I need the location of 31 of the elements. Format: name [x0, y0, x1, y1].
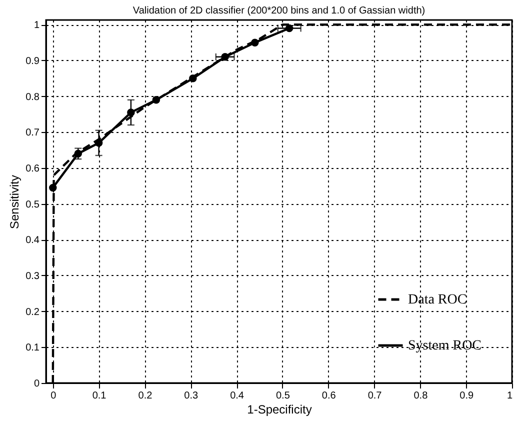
y-tick-label: 0.1 [26, 342, 40, 354]
y-tick-label: 0.8 [26, 92, 40, 103]
point [189, 74, 197, 82]
y-tick-label: 0.6 [26, 163, 40, 174]
y-tick-label: 1 [34, 20, 40, 32]
point [49, 184, 57, 192]
x-tick-label: 0.1 [92, 390, 107, 402]
y-tick-label: 0.3 [26, 271, 40, 282]
point [251, 38, 259, 46]
legend-label: System ROC [408, 338, 482, 354]
y-tick-label: 0.7 [26, 128, 40, 139]
x-tick-label: 0 [50, 390, 57, 402]
x-tick-label: 0.4 [230, 390, 244, 402]
x-tick-label: 0.7 [368, 390, 382, 402]
y-tick-label: 0.2 [26, 306, 40, 318]
x-tick-label: 0.9 [460, 390, 474, 402]
y-axis-title: Sensitivity [8, 174, 22, 230]
x-tick-label: 0.6 [322, 390, 336, 402]
y-tick-label: 0 [34, 378, 40, 390]
x-tick-label: 0.3 [184, 390, 199, 402]
x-tick-label: 0.5 [276, 390, 290, 402]
x-tick-label: 0.8 [414, 390, 428, 402]
x-tick-label: 1 [506, 390, 513, 402]
x-tick-label: 0.2 [138, 390, 153, 402]
point [152, 96, 160, 104]
x-axis-title: 1-Specificity [247, 402, 312, 416]
y-tick-label: 0.5 [26, 199, 40, 210]
y-tick-label: 0.9 [26, 56, 40, 67]
legend-label: Data ROC [408, 292, 467, 308]
y-tick-label: 0.4 [26, 235, 40, 246]
chart-title: Validation of 2D classifier (200*200 bins and 1.0 of Gassian width) [132, 6, 426, 17]
